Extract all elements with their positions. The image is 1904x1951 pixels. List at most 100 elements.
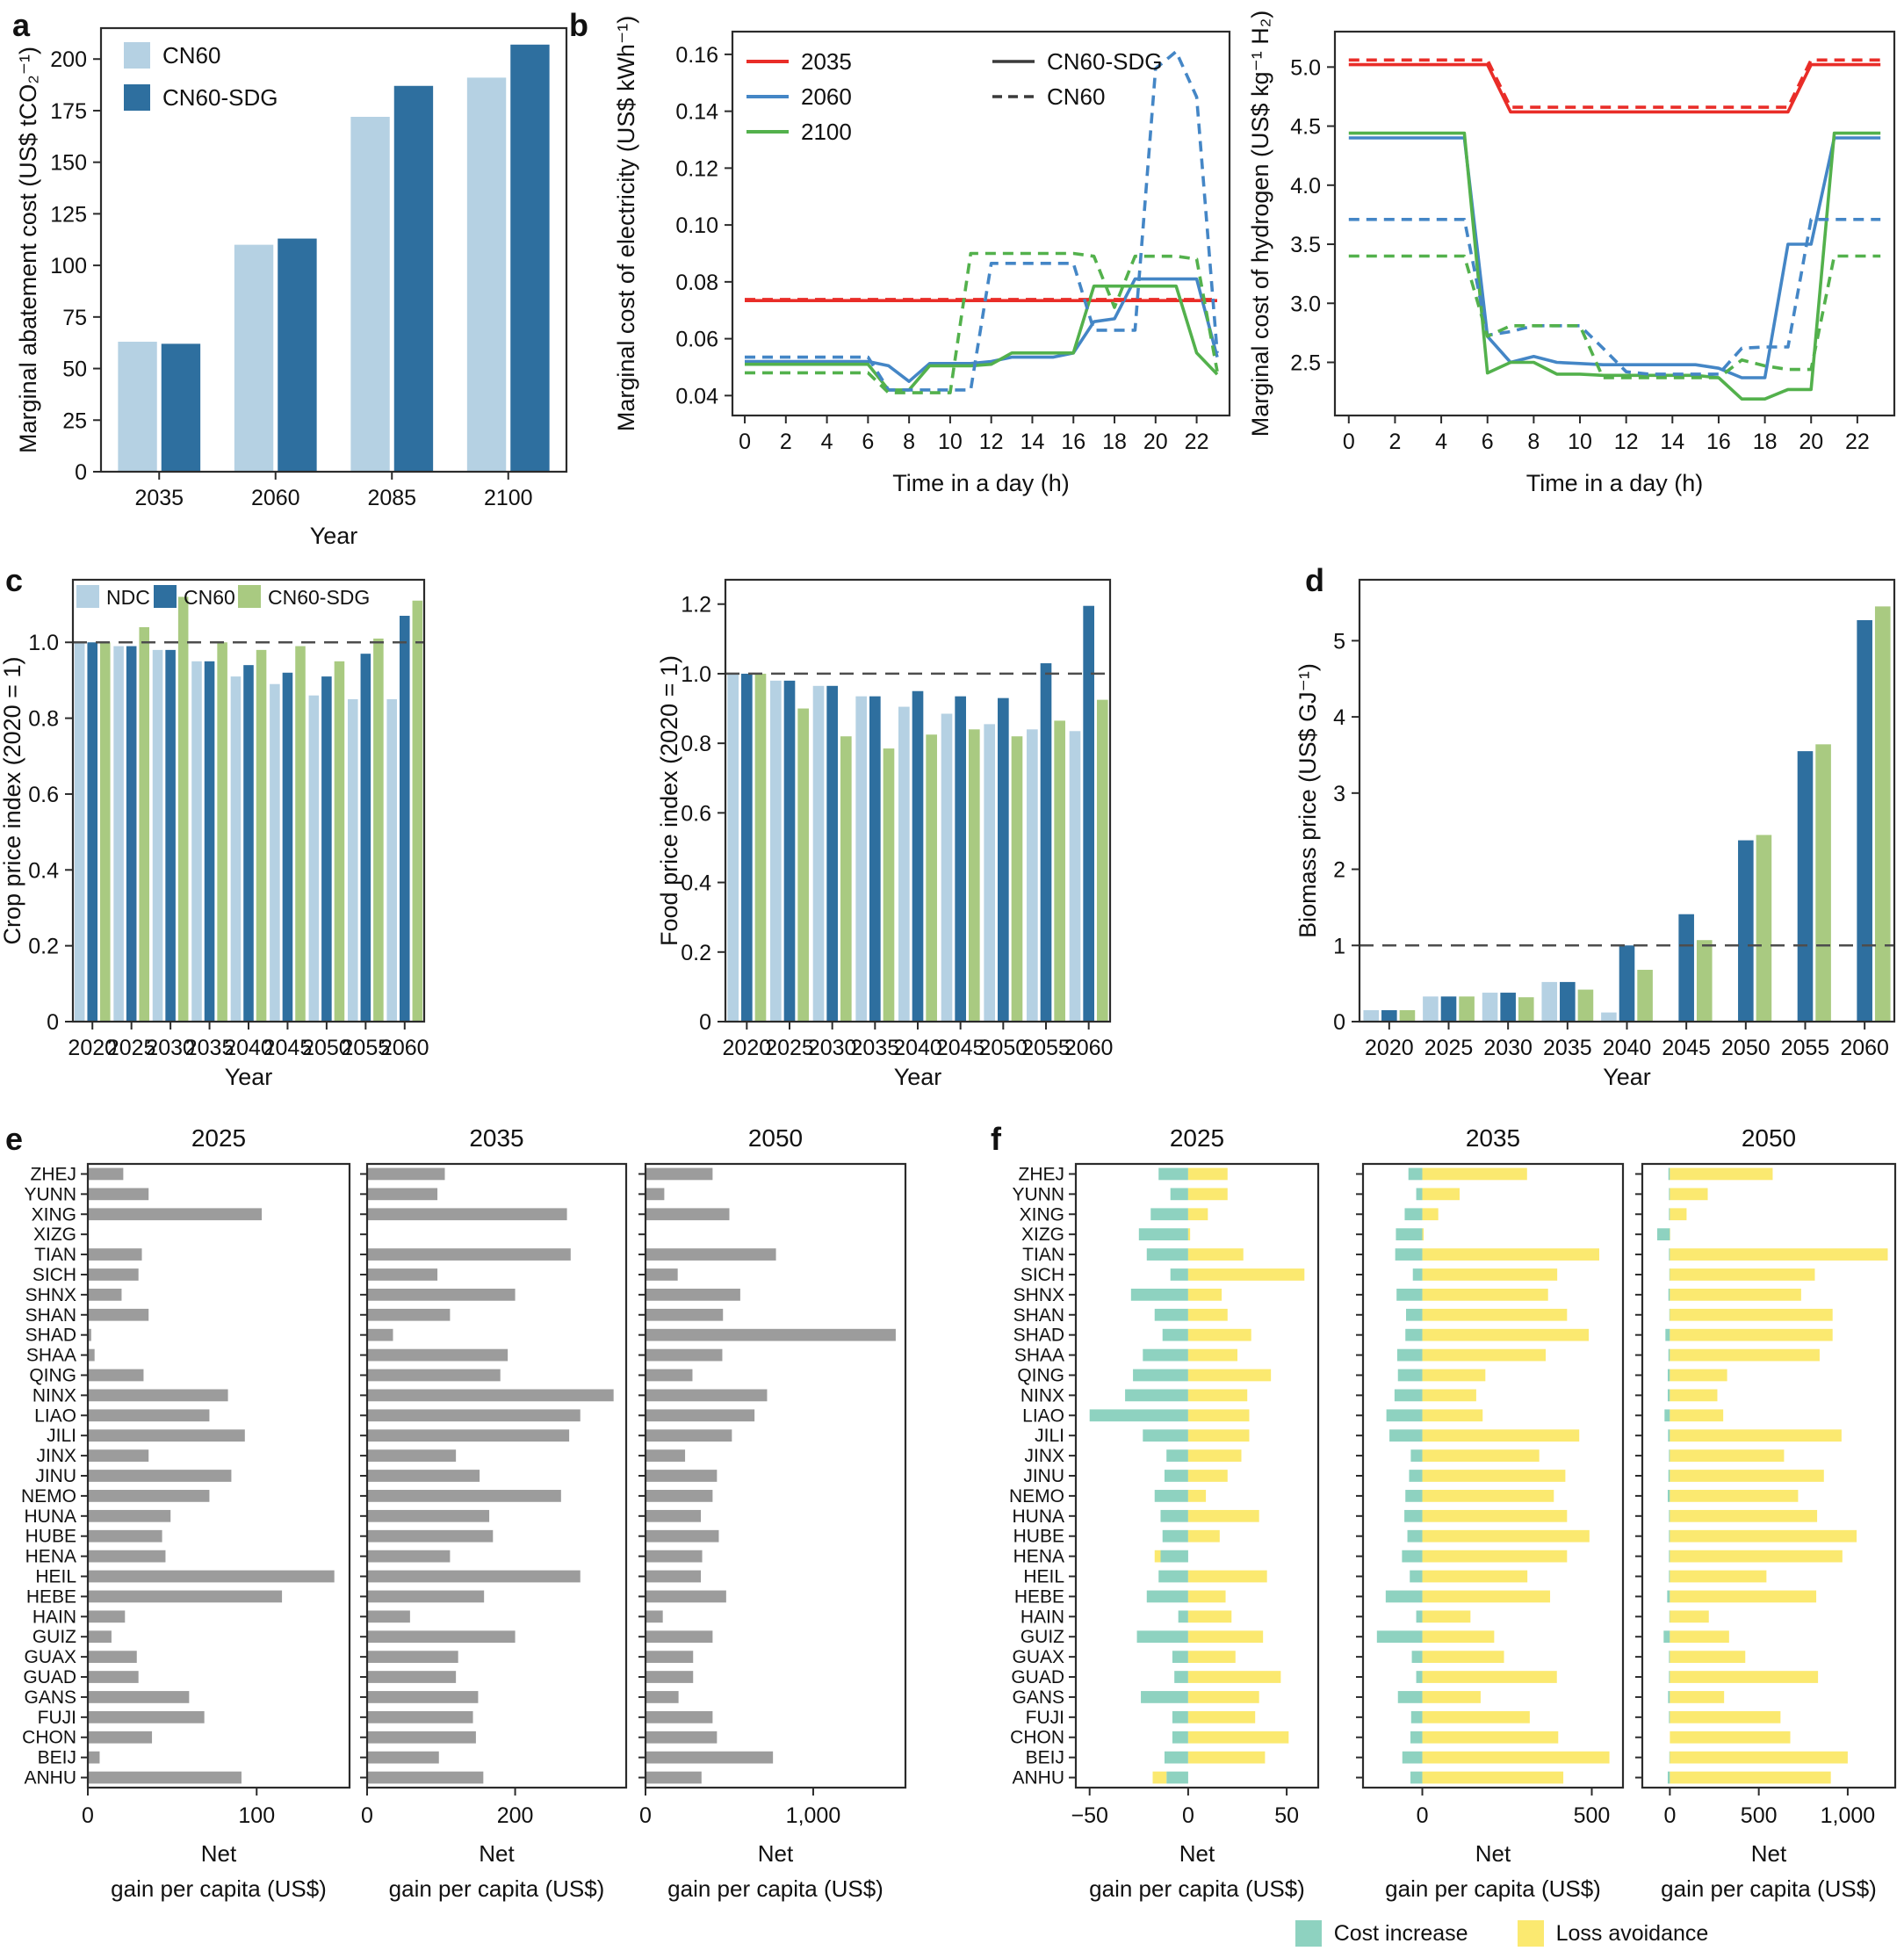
svg-text:SHNX: SHNX	[25, 1285, 76, 1305]
svg-text:8: 8	[903, 430, 915, 454]
svg-text:2055: 2055	[1781, 1036, 1830, 1060]
svg-text:2035: 2035	[185, 1036, 234, 1060]
svg-text:JINU: JINU	[1023, 1466, 1064, 1486]
svg-text:CN60: CN60	[184, 586, 235, 609]
svg-text:2060: 2060	[1064, 1036, 1114, 1060]
svg-text:0.2: 0.2	[28, 935, 59, 959]
svg-text:NDC: NDC	[106, 586, 150, 609]
svg-text:ZHEJ: ZHEJ	[31, 1164, 77, 1184]
svg-text:3: 3	[1333, 782, 1345, 806]
svg-text:2060: 2060	[1840, 1036, 1889, 1060]
svg-text:Marginal abatement cost (US$ t: Marginal abatement cost (US$ tCO₂⁻¹)	[15, 47, 41, 453]
svg-text:−50: −50	[1071, 1803, 1107, 1828]
svg-text:12: 12	[1614, 430, 1639, 454]
svg-text:2100: 2100	[484, 486, 533, 510]
svg-text:BEIJ: BEIJ	[38, 1748, 76, 1768]
svg-text:ZHEJ: ZHEJ	[1019, 1164, 1065, 1184]
svg-text:HENA: HENA	[1013, 1547, 1064, 1567]
svg-text:0.6: 0.6	[28, 783, 59, 807]
svg-text:ANHU: ANHU	[1012, 1768, 1064, 1788]
svg-text:0.4: 0.4	[681, 871, 711, 896]
svg-text:0.04: 0.04	[675, 384, 718, 408]
svg-text:0: 0	[739, 430, 751, 454]
svg-text:CHON: CHON	[1010, 1728, 1064, 1748]
svg-text:0.8: 0.8	[681, 732, 711, 756]
svg-text:0: 0	[82, 1803, 94, 1828]
svg-text:2025: 2025	[1170, 1124, 1224, 1152]
panel-letter-e: e	[5, 1121, 24, 1157]
svg-text:CN60: CN60	[1047, 83, 1105, 110]
panel-letter-f: f	[991, 1121, 1001, 1157]
svg-text:SHAA: SHAA	[1014, 1346, 1064, 1366]
svg-text:SHAD: SHAD	[25, 1326, 76, 1346]
svg-text:YUNN: YUNN	[24, 1184, 76, 1204]
svg-text:Crop price index (2020 = 1): Crop price index (2020 = 1)	[0, 657, 25, 945]
svg-text:SICH: SICH	[1021, 1265, 1064, 1285]
svg-text:3.5: 3.5	[1290, 233, 1321, 257]
svg-text:2045: 2045	[263, 1036, 313, 1060]
svg-text:Year: Year	[894, 1064, 942, 1090]
svg-text:QING: QING	[1017, 1365, 1064, 1385]
svg-text:SHAD: SHAD	[1013, 1326, 1064, 1346]
svg-text:2085: 2085	[367, 486, 416, 510]
svg-text:1: 1	[1333, 934, 1345, 958]
svg-text:125: 125	[50, 202, 87, 227]
svg-text:2040: 2040	[1603, 1036, 1652, 1060]
svg-text:HAIN: HAIN	[32, 1607, 76, 1627]
svg-text:25: 25	[62, 408, 87, 433]
svg-text:18: 18	[1102, 430, 1127, 454]
svg-text:TIAN: TIAN	[34, 1245, 76, 1265]
svg-text:6: 6	[862, 430, 874, 454]
svg-text:2.5: 2.5	[1290, 350, 1321, 375]
svg-text:CN60-SDG: CN60-SDG	[268, 586, 370, 609]
svg-text:2025: 2025	[765, 1036, 814, 1060]
svg-text:Time in a day (h): Time in a day (h)	[892, 470, 1070, 496]
svg-text:HUBE: HUBE	[1013, 1527, 1064, 1547]
svg-text:16: 16	[1706, 430, 1731, 454]
svg-text:HUBE: HUBE	[25, 1527, 76, 1547]
cost-increase-swatch-icon	[1295, 1920, 1322, 1947]
svg-text:75: 75	[62, 306, 87, 330]
svg-text:NINX: NINX	[1021, 1385, 1064, 1405]
svg-text:2045: 2045	[1662, 1036, 1711, 1060]
svg-text:0: 0	[1343, 430, 1355, 454]
svg-text:gain per capita (US$): gain per capita (US$)	[389, 1875, 605, 1902]
svg-text:4: 4	[1333, 705, 1345, 730]
svg-text:18: 18	[1753, 430, 1778, 454]
svg-text:2035: 2035	[801, 48, 852, 75]
svg-text:2030: 2030	[1483, 1036, 1533, 1060]
svg-text:0: 0	[699, 1010, 711, 1035]
svg-text:2055: 2055	[1021, 1036, 1071, 1060]
svg-text:2055: 2055	[342, 1036, 391, 1060]
svg-text:2: 2	[1333, 858, 1345, 883]
svg-text:2040: 2040	[224, 1036, 273, 1060]
svg-text:0.12: 0.12	[675, 156, 718, 181]
svg-text:LIAO: LIAO	[1022, 1405, 1064, 1426]
panel-letter-d: d	[1305, 562, 1324, 598]
svg-text:0: 0	[361, 1803, 373, 1828]
svg-text:2060: 2060	[251, 486, 300, 510]
svg-text:Net: Net	[201, 1840, 237, 1867]
svg-text:HEIL: HEIL	[1023, 1567, 1064, 1587]
svg-text:4: 4	[821, 430, 833, 454]
legend-item-loss-avoidance: Loss avoidance	[1517, 1920, 1708, 1947]
svg-text:2020: 2020	[723, 1036, 772, 1060]
svg-text:JINU: JINU	[35, 1466, 76, 1486]
svg-text:gain per capita (US$): gain per capita (US$)	[667, 1875, 883, 1902]
svg-text:0: 0	[1333, 1010, 1345, 1035]
svg-text:0.6: 0.6	[681, 801, 711, 826]
svg-text:XIZG: XIZG	[33, 1225, 76, 1245]
svg-text:gain per capita (US$): gain per capita (US$)	[1385, 1875, 1601, 1902]
svg-text:Year: Year	[225, 1064, 273, 1090]
svg-text:HAIN: HAIN	[1021, 1607, 1064, 1627]
svg-text:SHAA: SHAA	[26, 1346, 76, 1366]
svg-text:2060: 2060	[380, 1036, 429, 1060]
svg-text:Marginal cost of hydrogen (US$: Marginal cost of hydrogen (US$ kg⁻¹ H₂)	[1247, 11, 1273, 437]
svg-text:50: 50	[1274, 1803, 1299, 1828]
svg-text:GUAD: GUAD	[23, 1667, 76, 1687]
svg-text:2035: 2035	[1466, 1124, 1520, 1152]
svg-text:HENA: HENA	[25, 1547, 76, 1567]
svg-text:GANS: GANS	[1012, 1687, 1064, 1708]
svg-text:0: 0	[639, 1803, 652, 1828]
svg-text:Biomass price (US$ GJ⁻¹): Biomass price (US$ GJ⁻¹)	[1295, 663, 1321, 938]
